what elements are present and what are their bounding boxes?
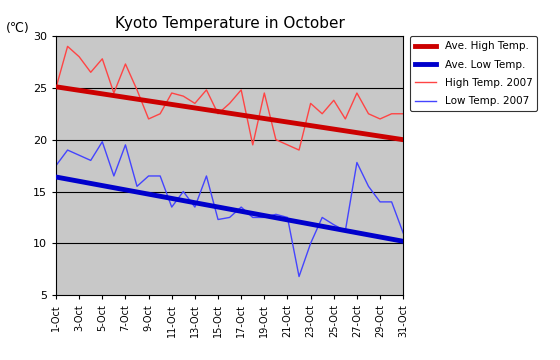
Text: (℃): (℃)	[6, 22, 29, 35]
Title: Kyoto Temperature in October: Kyoto Temperature in October	[115, 16, 344, 31]
Legend: Ave. High Temp., Ave. Low Temp., High Temp. 2007, Low Temp. 2007: Ave. High Temp., Ave. Low Temp., High Te…	[410, 36, 538, 111]
